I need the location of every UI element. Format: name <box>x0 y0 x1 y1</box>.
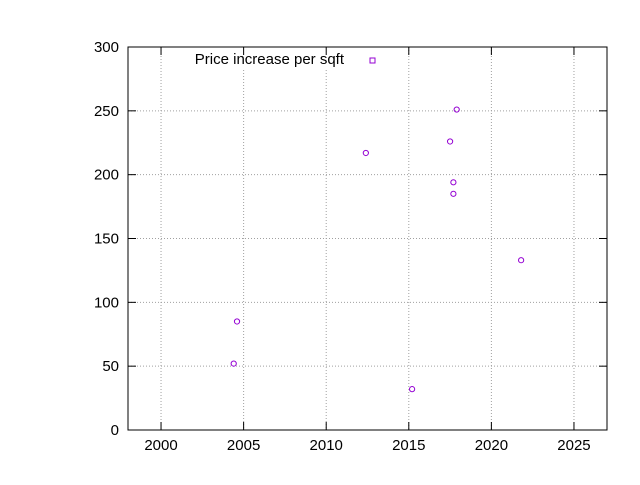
y-tick-label: 100 <box>94 294 119 311</box>
data-point <box>230 360 237 367</box>
data-point <box>362 149 369 157</box>
data-points <box>230 106 525 393</box>
y-tick-label: 0 <box>111 422 119 439</box>
y-tick-label: 150 <box>94 231 119 248</box>
axes: 0 50 100 150 200 250 300 2000 2005 2010 2015 2020 20… <box>94 39 607 454</box>
data-point <box>450 190 457 197</box>
legend-marker <box>369 57 376 64</box>
data-point <box>408 386 416 393</box>
grid <box>128 47 607 430</box>
plot-frame <box>127 46 608 431</box>
x-tick-label: 2020 <box>475 437 508 454</box>
x-tick-label: 2005 <box>227 437 260 454</box>
data-point <box>233 318 241 325</box>
data-point <box>446 138 454 145</box>
x-tick-label: 2000 <box>144 437 177 454</box>
legend: Price increase per sqft <box>195 51 376 68</box>
x-tick-label: 2015 <box>392 437 425 454</box>
data-point <box>453 106 460 113</box>
y-tick-label: 200 <box>94 167 119 184</box>
y-tick-label: 50 <box>102 358 119 375</box>
data-point <box>450 179 457 186</box>
legend-label: Price increase per sqft <box>195 51 345 68</box>
y-tick-label: 250 <box>94 103 119 120</box>
x-tick-label: 2025 <box>557 437 590 454</box>
data-point <box>518 257 525 264</box>
x-tick-label: 2010 <box>310 437 343 454</box>
y-tick-label: 300 <box>94 39 119 56</box>
